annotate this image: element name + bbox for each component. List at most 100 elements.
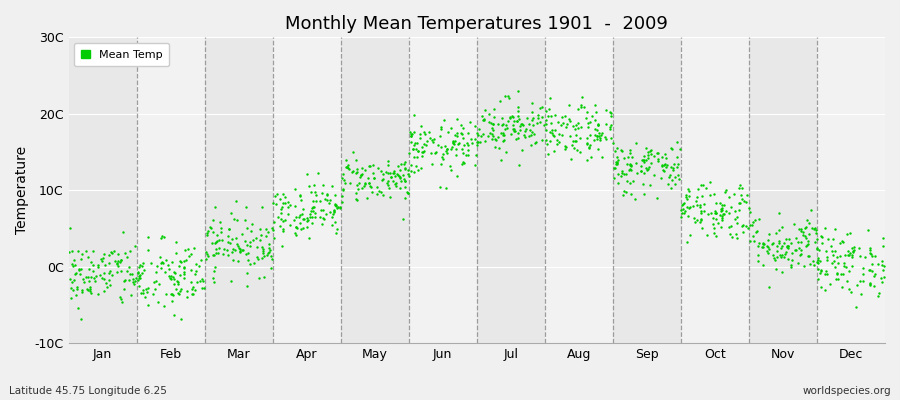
Point bbox=[765, 252, 779, 258]
Point bbox=[184, 286, 199, 292]
Point bbox=[487, 106, 501, 112]
Point bbox=[256, 246, 271, 252]
Point bbox=[182, 253, 196, 259]
Point bbox=[852, 278, 867, 284]
Point bbox=[742, 224, 756, 231]
Point bbox=[728, 216, 742, 222]
Point bbox=[847, 246, 861, 253]
Point bbox=[212, 236, 226, 243]
Point bbox=[709, 200, 724, 206]
Point bbox=[644, 150, 659, 157]
Point bbox=[623, 147, 637, 153]
Point bbox=[495, 138, 509, 144]
Point bbox=[509, 136, 524, 142]
Point bbox=[671, 176, 686, 182]
Point bbox=[94, 255, 108, 262]
Point bbox=[166, 281, 181, 287]
Point bbox=[622, 167, 636, 174]
Point bbox=[381, 182, 395, 188]
Point bbox=[567, 145, 581, 151]
Point bbox=[740, 191, 754, 198]
Point bbox=[625, 162, 639, 168]
Point bbox=[239, 282, 254, 289]
Point bbox=[230, 216, 244, 223]
Point bbox=[96, 255, 111, 261]
Point bbox=[410, 147, 425, 154]
Point bbox=[680, 239, 695, 246]
Point bbox=[850, 282, 865, 288]
Point bbox=[634, 168, 649, 175]
Point bbox=[126, 278, 140, 285]
Point bbox=[215, 236, 230, 243]
Point bbox=[435, 154, 449, 161]
Point bbox=[665, 177, 680, 184]
Point bbox=[796, 232, 810, 238]
Point bbox=[524, 142, 538, 148]
Point bbox=[637, 170, 652, 176]
Point bbox=[563, 132, 578, 139]
Point bbox=[300, 224, 314, 230]
Point bbox=[444, 146, 458, 152]
Point bbox=[439, 150, 454, 156]
Point bbox=[568, 126, 582, 132]
Point bbox=[267, 193, 282, 200]
Point bbox=[264, 253, 278, 259]
Point bbox=[84, 274, 98, 280]
Point bbox=[296, 206, 310, 212]
Point bbox=[393, 185, 408, 192]
Point bbox=[201, 228, 215, 234]
Point bbox=[760, 243, 775, 250]
Point bbox=[785, 257, 799, 263]
Point bbox=[448, 146, 463, 152]
Bar bbox=[749, 37, 817, 343]
Point bbox=[784, 239, 798, 246]
Point bbox=[546, 133, 561, 139]
Point bbox=[64, 285, 78, 291]
Point bbox=[742, 222, 757, 228]
Point bbox=[538, 108, 553, 114]
Point bbox=[323, 196, 338, 203]
Point bbox=[331, 204, 346, 210]
Point bbox=[752, 216, 766, 222]
Point bbox=[310, 170, 325, 176]
Point bbox=[588, 126, 602, 132]
Point bbox=[637, 153, 652, 159]
Point bbox=[642, 164, 656, 170]
Point bbox=[325, 214, 339, 220]
Point bbox=[730, 214, 744, 220]
Point bbox=[842, 268, 856, 274]
Point bbox=[200, 230, 214, 236]
Point bbox=[495, 121, 509, 127]
Point bbox=[239, 204, 254, 211]
Point bbox=[194, 278, 208, 284]
Point bbox=[407, 129, 421, 135]
Point bbox=[353, 174, 367, 180]
Point bbox=[149, 263, 164, 269]
Point bbox=[543, 138, 557, 144]
Point bbox=[634, 168, 648, 174]
Point bbox=[629, 140, 643, 146]
Point bbox=[592, 133, 607, 139]
Point bbox=[407, 112, 421, 118]
Point bbox=[827, 248, 842, 255]
Point bbox=[346, 148, 361, 155]
Point bbox=[75, 286, 89, 293]
Point bbox=[76, 279, 91, 285]
Point bbox=[114, 295, 129, 302]
Point bbox=[526, 115, 540, 122]
Point bbox=[365, 170, 380, 177]
Point bbox=[493, 129, 508, 136]
Point bbox=[500, 148, 514, 155]
Point bbox=[158, 269, 172, 275]
Point bbox=[316, 207, 330, 213]
Point bbox=[800, 241, 814, 247]
Point bbox=[546, 131, 561, 138]
Point bbox=[194, 257, 208, 263]
Point bbox=[615, 170, 629, 176]
Point bbox=[629, 170, 643, 176]
Point bbox=[558, 144, 572, 150]
Point bbox=[787, 221, 801, 228]
Point bbox=[415, 144, 429, 151]
Point bbox=[275, 191, 290, 197]
Point bbox=[83, 284, 97, 290]
